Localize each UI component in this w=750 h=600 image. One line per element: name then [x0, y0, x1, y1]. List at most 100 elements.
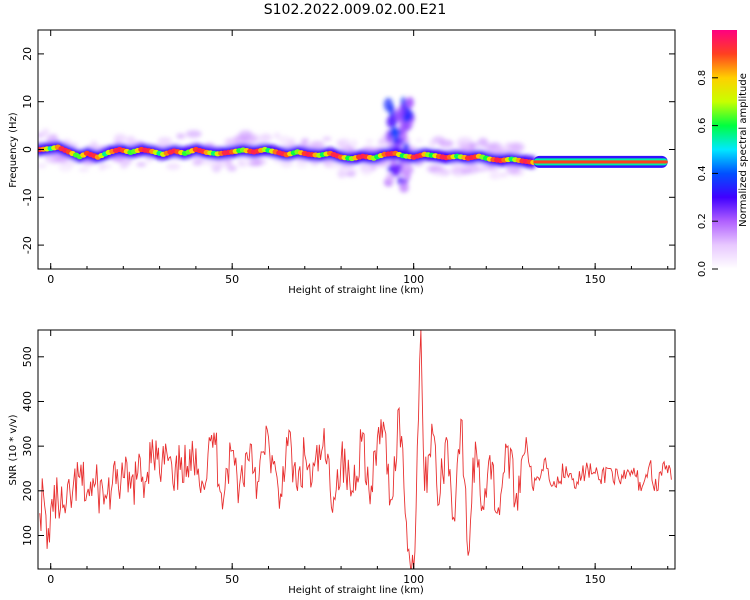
spectrogram-tail-core [533, 160, 668, 164]
spectrogram-halo-blob [58, 162, 73, 172]
spectrogram-burst-blob [393, 110, 401, 122]
spectrogram-halo-blob [278, 135, 291, 145]
spectrogram-burst-blob [401, 122, 411, 132]
spectrogram-halo-blob [78, 167, 90, 172]
snr-plot-area [38, 330, 675, 569]
spectrogram-halo-blob [458, 143, 471, 149]
x-tick-label: 150 [585, 273, 606, 286]
spectrogram-burst-blob [388, 104, 396, 117]
spectrogram-halo-blob [301, 137, 310, 144]
spectrogram-halo-blob [432, 169, 446, 177]
y-tick-label: 300 [21, 436, 34, 457]
spectrogram-halo-blob [44, 152, 56, 163]
snr-frame [37, 329, 676, 570]
spectrogram-halo-blob [506, 164, 521, 174]
snr-y-axis-label: SNR (10 * v/v) [8, 414, 19, 485]
spectrogram-halo-blob [468, 164, 479, 174]
spectrogram-halo-blob [345, 171, 356, 177]
spectrogram-halo-blob [488, 172, 504, 180]
spectrogram-burst-blob [386, 172, 395, 184]
spectrogram-halo-blob [101, 163, 112, 169]
y-tick-label: 500 [21, 346, 34, 367]
y-tick-label: -10 [21, 188, 34, 206]
spectrogram-halo-blob [225, 158, 233, 166]
y-tick-label: 20 [21, 47, 34, 61]
snr-panel: 0 50 100 150 100 200 300 400 500 Height of stra… [8, 329, 676, 596]
spectrogram-halo-blob [210, 163, 219, 169]
spectrogram-halo-blob [176, 133, 185, 139]
colorbar-tick-label: 0.4 [697, 165, 708, 181]
spectrogram-halo-blob [432, 136, 445, 144]
spectrogram-halo-blob [279, 158, 293, 168]
spectrogram-y-axis-label: Frequency (Hz) [8, 112, 19, 188]
spectrogram-halo-blob [295, 160, 308, 169]
spectrogram-halo-blob [415, 137, 423, 144]
spectrogram-halo-blob [506, 142, 521, 150]
figure-title: S102.2022.009.02.00.E21 [264, 2, 447, 18]
spectrogram-halo-blob [157, 136, 173, 146]
y-tick-label: 100 [21, 525, 34, 546]
spectrogram-x-axis-label: Height of straight line (km) [288, 285, 424, 296]
spectrogram-halo-blob [185, 130, 202, 138]
spectrogram-halo-blob [247, 162, 263, 167]
spectrogram-halo-blob [259, 133, 272, 142]
spectrogram-halo-blob [41, 128, 50, 137]
y-tick-label: 200 [21, 480, 34, 501]
spectrogram-burst-blob [401, 162, 413, 176]
snr-x-axis-label: Height of straight line (km) [288, 585, 424, 596]
spectrogram-burst-blob [402, 113, 410, 123]
spectrogram-x-ticks: 0 50 100 150 [47, 30, 669, 286]
x-tick-label: 150 [585, 573, 606, 586]
spectrogram-halo-blob [483, 144, 497, 151]
spectrogram-halo-blob [136, 162, 147, 167]
spectrogram-ridge-group [38, 144, 668, 168]
spectrogram-halo-blob [273, 132, 281, 139]
spectrogram-halo-blob [38, 163, 47, 169]
spectrogram-halo-blob [113, 138, 123, 146]
spectrogram-halo-blob [192, 158, 203, 166]
snr-y-ticks: 100 200 300 400 500 [21, 346, 675, 546]
spectrogram-halo-blob [337, 169, 347, 179]
spectrogram-burst-blob [399, 103, 407, 117]
x-tick-label: 50 [225, 273, 239, 286]
x-tick-label: 100 [403, 573, 424, 586]
colorbar-tick-label: 0.8 [697, 70, 708, 86]
x-tick-label: 0 [47, 573, 54, 586]
spectrogram-burst-blob [386, 165, 394, 172]
x-tick-label: 50 [225, 573, 239, 586]
snr-line [39, 330, 672, 569]
colorbar-ticks: 0.0 0.2 0.4 0.6 0.8 [697, 70, 718, 277]
snr-x-ticks: 0 50 100 150 [47, 330, 669, 586]
spectrogram-halo-blob [429, 141, 436, 148]
spectrogram-burst-blob [401, 178, 409, 185]
spectrogram-halo-blob [249, 133, 260, 143]
spectrogram-halo-blob [351, 139, 358, 149]
spectrogram-panel: 0 50 100 150 -20 -10 0 10 20 Height of straight… [8, 29, 676, 296]
spectrogram-halo-blob [310, 140, 325, 149]
x-tick-label: 0 [47, 273, 54, 286]
spectrogram-burst-blob [404, 98, 414, 109]
spectrogram-halo-blob [225, 137, 240, 146]
colorbar-label: Normalized spectral amplitude [738, 73, 749, 227]
spectrogram-halo-blob [124, 158, 133, 165]
y-tick-label: 400 [21, 391, 34, 412]
spectrogram-halo-blob [477, 137, 489, 147]
spectrogram-halo-blob [90, 140, 98, 150]
spectrogram-halo-blob [360, 166, 373, 176]
colorbar-gradient [712, 30, 737, 269]
colorbar-tick-label: 0.0 [697, 261, 708, 277]
colorbar: 0.0 0.2 0.4 0.6 0.8 Normalized spectral ampl… [697, 30, 749, 277]
spectrogram-halo-blob [238, 160, 248, 168]
spectrogram-halo-blob [273, 159, 281, 164]
spectrogram-halo-blob [336, 138, 351, 148]
y-tick-label: 10 [21, 95, 34, 109]
spectrogram-halo-blob [323, 160, 339, 169]
spectrogram-burst-blob [397, 138, 403, 148]
spectrogram-halo-blob [370, 165, 377, 171]
y-tick-label: 0 [21, 146, 34, 153]
spectrogram-burst-blob [403, 142, 410, 152]
x-tick-label: 100 [403, 273, 424, 286]
spectrogram-halo-blob [166, 163, 181, 170]
spectrogram-halo-blob [201, 160, 215, 165]
